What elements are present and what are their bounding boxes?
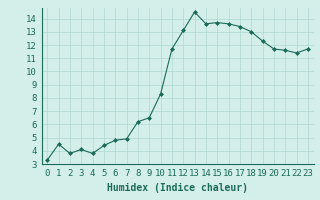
X-axis label: Humidex (Indice chaleur): Humidex (Indice chaleur) [107, 183, 248, 193]
